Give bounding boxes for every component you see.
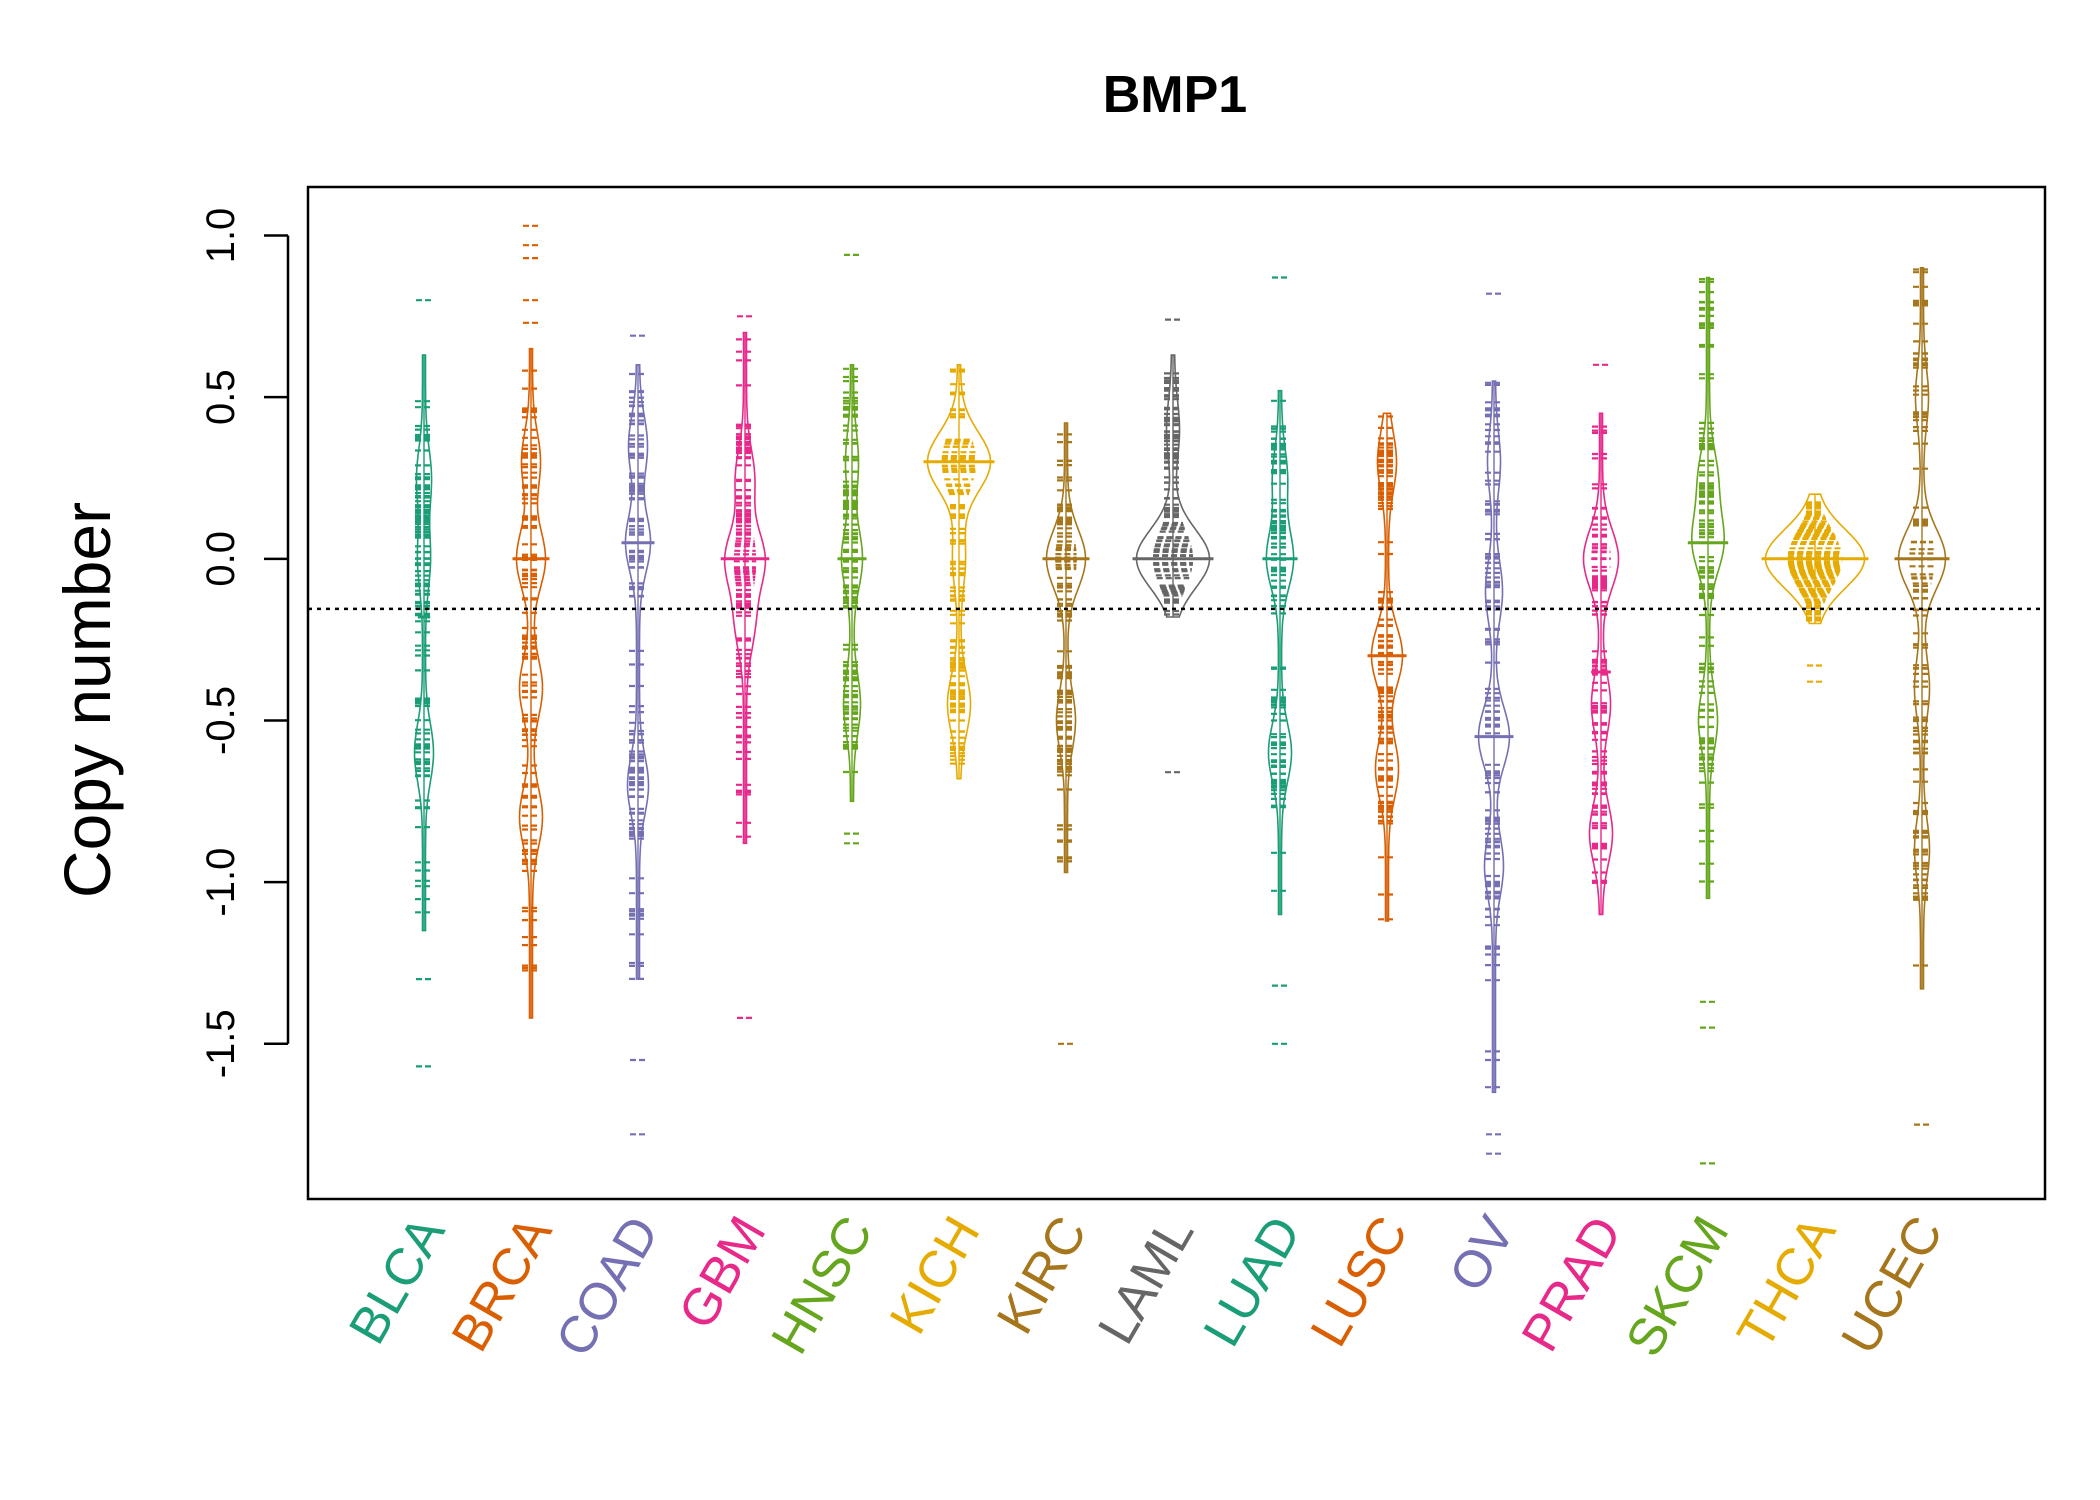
y-tick-label: 0.0 [199,531,243,587]
x-tick-label-ucec: UCEC [1830,1207,1954,1364]
x-tick-label-luad: LUAD [1193,1207,1313,1356]
x-tick-label-kich: KICH [879,1207,991,1344]
bean-skcm [1687,276,1729,1165]
x-tick-label-laml: LAML [1087,1207,1205,1354]
bean-lusc [1367,412,1407,922]
y-tick-label: 0.5 [199,369,243,425]
y-axis: 1.0 0.5 0.0 -0.5 -1.0 -1.5 [199,208,290,1078]
x-tick-label-gbm: GBM [668,1207,777,1339]
bean-coad [621,334,655,1136]
plot-frame [306,185,2047,1201]
bean-hnsc [837,253,867,845]
bean-prad [1582,363,1620,916]
bean-ucec [1894,266,1950,1126]
bean-kich [923,363,995,780]
bean-gbm [720,315,770,1020]
x-tick-label-coad: COAD [545,1207,670,1366]
chart-title: BMP1 [1103,66,1247,124]
bean-ov [1474,292,1514,1155]
y-axis-label: Copy number [50,502,124,898]
bean-brca [512,224,550,1019]
bean-blca [413,299,435,1068]
bean-kirc [1042,422,1090,1045]
x-tick-label-ov: OV [1439,1207,1527,1301]
bean-luad [1262,276,1298,1045]
x-tick-label-skcm: SKCM [1615,1207,1740,1366]
plot-area [413,224,1950,1165]
x-tick-label-lusc: LUSC [1300,1207,1420,1356]
x-tick-label-kirc: KIRC [986,1207,1098,1344]
bean-thca [1761,493,1869,683]
y-tick-label: -0.5 [199,686,243,755]
x-tick-label-thca: THCA [1726,1207,1847,1359]
y-tick-label: -1.0 [199,848,243,917]
x-tick-label-hnsc: HNSC [760,1207,884,1364]
y-tick-label: 1.0 [199,208,243,264]
bean-laml [1132,318,1214,774]
x-tick-label-blca: BLCA [338,1207,456,1354]
y-tick-label: -1.5 [199,1009,243,1078]
